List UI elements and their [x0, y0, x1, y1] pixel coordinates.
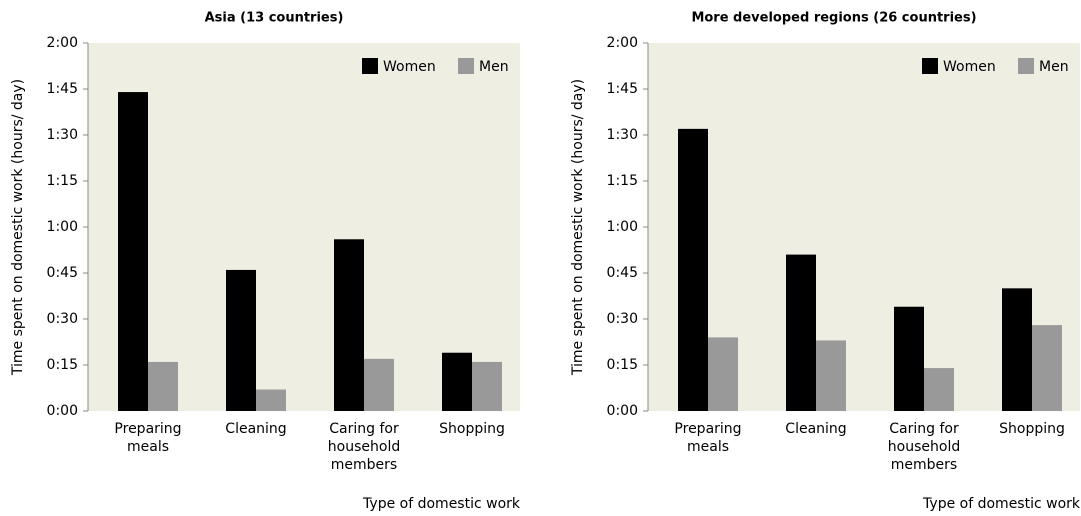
x-tick-label: Caring for household members	[327, 421, 401, 473]
bar	[786, 254, 816, 411]
y-tick-label: 0:30	[607, 311, 638, 327]
legend-swatch	[922, 58, 938, 74]
y-tick-label: 2:00	[607, 35, 638, 51]
bar	[678, 128, 708, 411]
y-tick-label: 0:00	[607, 403, 638, 419]
y-tick-label: 1:30	[47, 127, 78, 143]
bar	[148, 361, 178, 411]
legend-label: Women	[943, 59, 996, 75]
y-tick-label: 1:15	[47, 173, 78, 189]
chart-title: More developed regions (26 countries)	[691, 11, 976, 26]
x-axis-label: Type of domestic work	[362, 496, 521, 512]
legend-label: Men	[479, 59, 509, 75]
bar	[118, 92, 148, 412]
bar	[364, 358, 394, 411]
y-tick-label: 1:45	[47, 81, 78, 97]
x-tick-label: Shopping	[999, 421, 1065, 437]
bar	[924, 368, 954, 411]
bar	[226, 269, 256, 411]
plot-background	[88, 43, 520, 411]
y-tick-label: 0:00	[47, 403, 78, 419]
x-tick-label: Caring for household members	[887, 421, 961, 473]
y-tick-label: 1:00	[47, 219, 78, 235]
y-tick-label: 0:45	[47, 265, 78, 281]
y-tick-label: 0:15	[607, 357, 638, 373]
legend-label: Men	[1039, 59, 1069, 75]
x-tick-label: Shopping	[439, 421, 505, 437]
bar	[708, 337, 738, 411]
x-tick-label: Cleaning	[225, 421, 287, 437]
y-tick-label: 1:00	[607, 219, 638, 235]
y-tick-label: 1:45	[607, 81, 638, 97]
bar	[1032, 325, 1062, 411]
x-tick-label: Cleaning	[785, 421, 847, 437]
chart-title: Asia (13 countries)	[205, 11, 344, 26]
y-tick-label: 0:30	[47, 311, 78, 327]
y-tick-label: 0:45	[607, 265, 638, 281]
bar	[894, 306, 924, 411]
bar	[472, 361, 502, 411]
y-tick-label: 1:15	[607, 173, 638, 189]
legend-swatch	[458, 58, 474, 74]
x-axis-label: Type of domestic work	[922, 496, 1081, 512]
y-axis-label: Time spent on domestic work (hours/ day)	[570, 79, 586, 376]
legend-swatch	[1018, 58, 1034, 74]
bar	[1002, 288, 1032, 411]
y-tick-label: 0:15	[47, 357, 78, 373]
x-tick-label: Preparing meals	[674, 421, 742, 455]
y-tick-label: 1:30	[607, 127, 638, 143]
bar	[816, 340, 846, 411]
y-tick-label: 2:00	[47, 35, 78, 51]
bar	[334, 239, 364, 411]
legend-swatch	[362, 58, 378, 74]
legend-label: Women	[383, 59, 436, 75]
y-axis-label: Time spent on domestic work (hours/ day)	[10, 79, 26, 376]
bar	[256, 389, 286, 411]
x-tick-label: Preparing meals	[114, 421, 182, 455]
bar	[442, 352, 472, 411]
